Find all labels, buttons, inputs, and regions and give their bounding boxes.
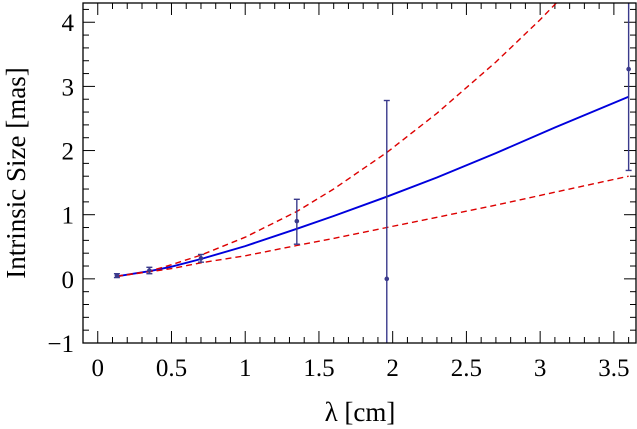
x-tick-label: 2 bbox=[386, 355, 399, 382]
y-tick-label: −1 bbox=[47, 331, 74, 358]
x-axis-label: λ [cm] bbox=[325, 397, 396, 427]
y-tick-label: 4 bbox=[62, 10, 75, 37]
x-tick-label: 1 bbox=[239, 355, 252, 382]
axis-ticks bbox=[82, 3, 636, 344]
y-tick-label: 2 bbox=[62, 139, 75, 166]
data-point bbox=[114, 273, 120, 278]
x-tick-label: 0.5 bbox=[156, 355, 187, 382]
plot-frame bbox=[82, 2, 637, 344]
error-bars bbox=[113, 3, 632, 343]
x-tick-label: 1.5 bbox=[303, 355, 334, 382]
x-tick-label: 2.5 bbox=[451, 355, 482, 382]
y-tick-label: 0 bbox=[62, 267, 75, 294]
x-tick-label: 3 bbox=[534, 355, 547, 382]
model-bound-line bbox=[116, 3, 558, 277]
y-tick-label: 3 bbox=[62, 74, 75, 101]
series-lines bbox=[116, 3, 629, 278]
y-tick-label: 1 bbox=[62, 203, 75, 230]
data-point bbox=[147, 268, 152, 273]
model-bound-line bbox=[116, 175, 629, 277]
data-point bbox=[198, 256, 204, 261]
y-axis-label: Intrinsic Size [mas] bbox=[1, 67, 31, 278]
data-point bbox=[294, 218, 300, 224]
x-tick-label: 0 bbox=[91, 355, 104, 382]
data-point bbox=[384, 276, 390, 282]
y-tick-labels: −1 0 1 2 3 4 bbox=[47, 10, 74, 358]
x-tick-label: 3.5 bbox=[598, 355, 629, 382]
model-fit-line bbox=[116, 95, 629, 278]
plot-area bbox=[113, 3, 632, 343]
data-point bbox=[626, 66, 631, 72]
x-tick-labels: 0 0.5 1 1.5 2 2.5 3 3.5 bbox=[91, 355, 629, 382]
